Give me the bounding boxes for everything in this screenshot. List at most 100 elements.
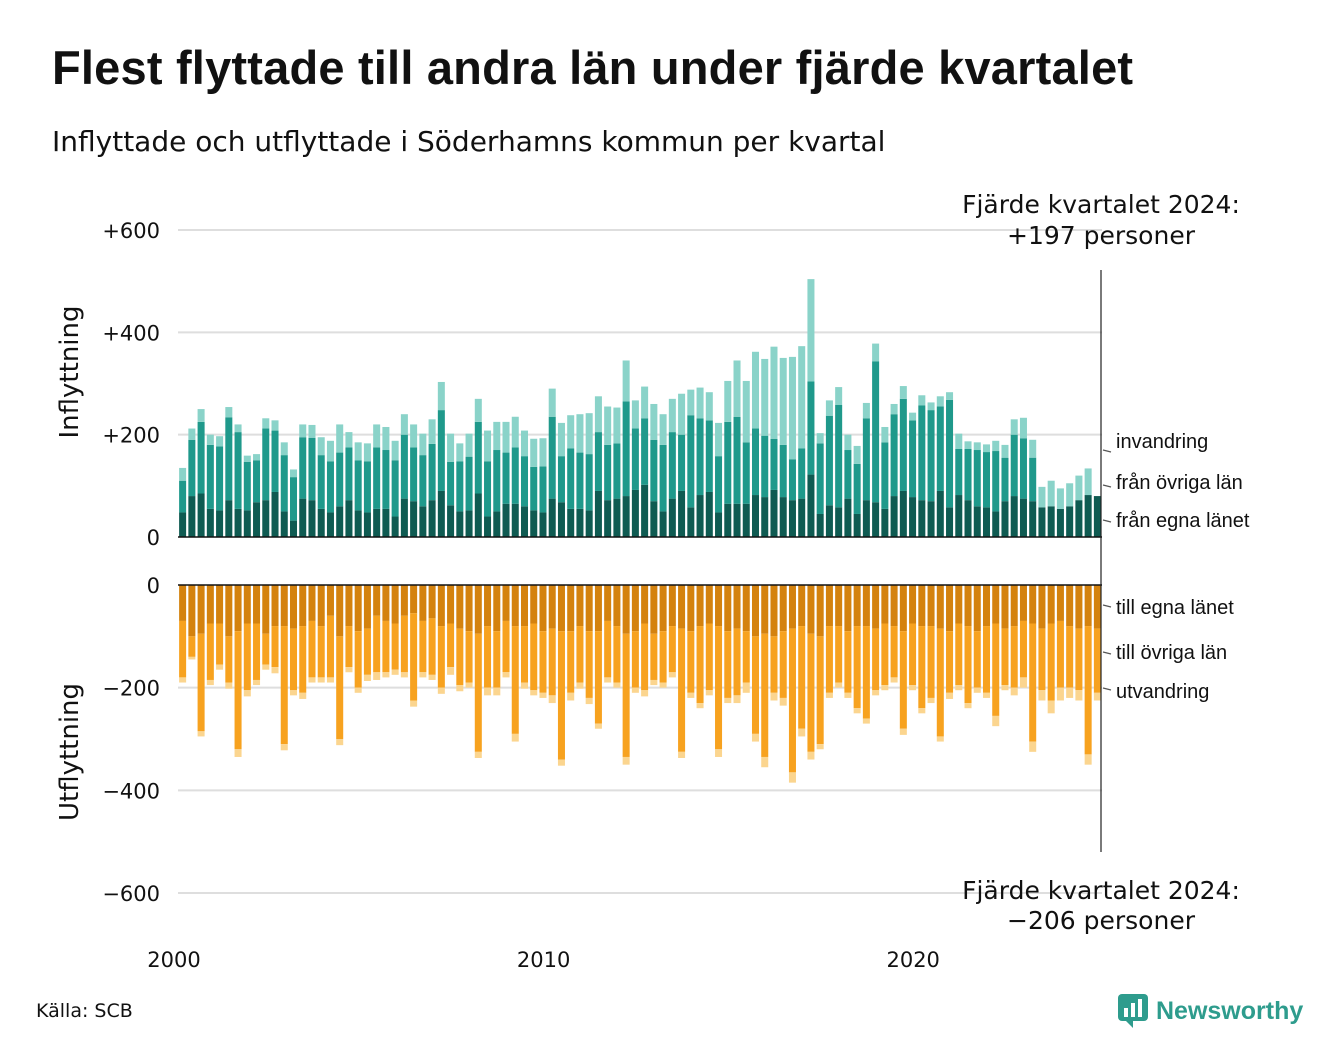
bar-in-2-32 (474, 398, 482, 422)
bar-out-1-18 (345, 626, 353, 668)
bar-in-0-40 (548, 498, 556, 538)
bar-in-2-6 (234, 424, 242, 433)
bar-in-0-20 (363, 512, 371, 537)
bar-in-0-91 (1019, 498, 1027, 538)
bar-out-1-32 (474, 633, 482, 752)
bar-out-0-83 (946, 585, 954, 632)
bar-out-1-71 (835, 626, 843, 683)
bar-out-0-15 (317, 585, 325, 627)
bar-out-1-64 (770, 636, 778, 693)
bar-out-0-44 (585, 585, 593, 632)
bar-in-2-87 (982, 444, 991, 453)
bar-out-0-65 (779, 585, 787, 632)
bar-in-2-1 (188, 428, 196, 440)
bar-out-1-89 (1001, 628, 1009, 686)
bar-in-0-56 (696, 495, 704, 537)
bar-in-2-97 (1075, 475, 1083, 501)
bar-out-1-44 (585, 631, 593, 698)
bar-out-2-41 (557, 759, 565, 766)
bar-in-2-50 (641, 386, 649, 419)
legend-label: från egna länet (1116, 510, 1250, 532)
bar-in-0-11 (280, 511, 288, 537)
bar-in-1-40 (548, 416, 556, 499)
bar-in-1-83 (946, 399, 954, 508)
bar-in-2-4 (216, 436, 224, 447)
bar-out-2-83 (946, 692, 954, 699)
bar-in-2-88 (992, 440, 1000, 452)
bar-out-1-33 (484, 626, 492, 688)
bar-in-0-78 (899, 490, 907, 537)
bar-out-2-25 (410, 700, 418, 707)
bar-in-1-9 (262, 428, 270, 501)
bar-out-1-70 (825, 626, 833, 693)
bar-out-2-34 (493, 687, 501, 696)
legend-leader (1102, 484, 1112, 488)
bar-in-1-74 (862, 418, 870, 501)
bar-in-0-16 (326, 512, 334, 537)
bar-in-1-33 (484, 461, 492, 517)
bar-in-0-12 (289, 520, 298, 537)
bar-out-2-94 (1047, 700, 1055, 714)
bar-out-1-73 (853, 626, 861, 709)
bar-out-2-92 (1029, 741, 1037, 752)
bar-in-2-10 (271, 420, 279, 431)
bar-out-0-58 (715, 585, 723, 627)
bar-out-1-1 (188, 636, 196, 657)
bar-in-2-35 (502, 421, 510, 453)
bar-in-0-30 (456, 511, 464, 537)
bar-in-1-2 (197, 421, 205, 494)
bar-out-0-37 (520, 585, 529, 627)
bar-out-2-45 (594, 723, 602, 729)
bar-in-2-33 (484, 430, 492, 462)
chart-title: Flest flyttade till andra län under fjär… (52, 41, 1134, 94)
bar-out-1-35 (502, 620, 510, 673)
bar-in-0-69 (816, 513, 824, 537)
bar-out-2-78 (899, 728, 907, 735)
legend-leader (1102, 604, 1112, 608)
bar-in-1-61 (742, 442, 750, 504)
bar-in-0-47 (613, 498, 621, 538)
bar-out-1-61 (742, 631, 750, 683)
bar-out-0-20 (363, 585, 371, 629)
bar-in-0-52 (659, 511, 667, 537)
bar-out-0-89 (1001, 585, 1009, 629)
bar-in-0-4 (216, 510, 224, 537)
bar-out-0-96 (1066, 585, 1074, 627)
bar-out-0-0 (179, 585, 187, 621)
bar-in-0-35 (502, 503, 510, 537)
bar-out-0-68 (807, 585, 815, 634)
bar-in-0-98 (1084, 495, 1092, 537)
bar-in-0-39 (539, 512, 547, 537)
bar-in-2-19 (354, 442, 362, 461)
bar-out-2-3 (206, 679, 214, 686)
bar-in-1-12 (289, 477, 298, 521)
bar-in-1-62 (751, 428, 760, 496)
ytick-in-label: +200 (102, 424, 160, 448)
bar-in-0-42 (567, 508, 575, 537)
bar-out-2-14 (308, 677, 316, 683)
xtick-label: 2020 (886, 948, 939, 972)
bar-out-1-98 (1084, 626, 1092, 755)
bar-out-1-52 (659, 631, 667, 683)
bar-out-0-70 (825, 585, 833, 627)
bar-out-0-19 (354, 585, 362, 632)
bar-in-1-78 (899, 398, 907, 491)
bar-in-1-43 (576, 452, 584, 509)
bar-out-1-5 (225, 636, 233, 683)
bar-out-1-46 (604, 620, 612, 678)
bar-out-0-36 (511, 585, 519, 627)
bar-out-1-63 (761, 633, 769, 757)
bar-out-1-88 (992, 623, 1000, 716)
bar-in-0-54 (678, 490, 686, 537)
bar-out-0-87 (982, 585, 991, 627)
legend-leader (1102, 687, 1112, 691)
bar-in-2-37 (520, 430, 529, 457)
bar-out-1-97 (1075, 628, 1083, 691)
bar-in-0-48 (622, 496, 630, 537)
bar-out-0-78 (899, 585, 907, 632)
bar-in-0-95 (1056, 508, 1064, 537)
bar-out-1-45 (594, 631, 602, 724)
bar-out-2-66 (788, 772, 796, 783)
bar-out-0-22 (382, 585, 390, 621)
bar-in-2-34 (493, 421, 501, 451)
